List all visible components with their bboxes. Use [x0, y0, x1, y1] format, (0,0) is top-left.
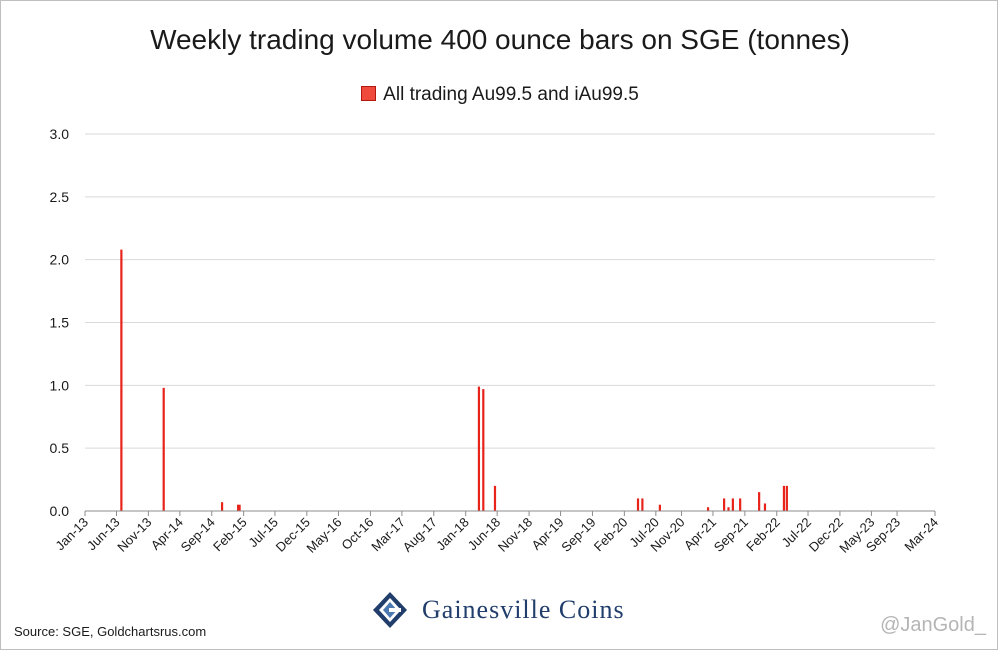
data-bar — [658, 504, 661, 511]
x-tick-label: Sep-21 — [711, 515, 751, 555]
data-bar — [636, 498, 640, 511]
x-tick-label: Mar-17 — [368, 515, 408, 555]
chart-title: Weekly trading volume 400 ounce bars on … — [150, 24, 850, 55]
data-bar — [727, 507, 730, 511]
y-tick-label: 1.5 — [50, 315, 70, 331]
chart-legend: All trading Au99.5 and iAu99.5 — [0, 84, 1000, 106]
data-bar — [731, 498, 734, 511]
data-bar — [162, 387, 165, 511]
data-bar — [238, 504, 241, 511]
data-bar — [477, 386, 481, 511]
data-bar — [482, 389, 485, 511]
data-bar — [723, 498, 726, 511]
y-tick-label: 1.0 — [50, 377, 70, 393]
y-tick-label: 0.0 — [50, 503, 70, 519]
x-tick-label: May-16 — [303, 515, 344, 556]
data-bar — [237, 504, 240, 511]
logo-text: Gainesville Coins — [422, 595, 625, 624]
data-bar — [785, 485, 788, 511]
legend-label: All trading Au99.5 and iAu99.5 — [383, 84, 639, 105]
x-tick-label: Nov-13 — [114, 515, 154, 555]
x-tick-label: Jan-13 — [52, 515, 91, 554]
data-bar — [739, 498, 742, 511]
author-handle: @JanGold_ — [880, 614, 986, 636]
x-tick-label: Sep-19 — [558, 515, 598, 555]
x-tick-label: Feb-20 — [591, 515, 631, 555]
x-tick-label: Sep-14 — [178, 515, 218, 555]
y-tick-label: 0.5 — [50, 440, 70, 456]
x-tick-label: Jan-18 — [433, 515, 472, 554]
data-bar — [220, 502, 224, 511]
x-tick-label: Nov-18 — [495, 515, 535, 555]
data-bar — [758, 492, 761, 511]
logo-mark-icon — [373, 592, 407, 628]
x-tick-label: Feb-22 — [743, 515, 783, 555]
data-bar — [782, 485, 786, 511]
source-note: Source: SGE, Goldchartsrus.com — [14, 624, 207, 639]
data-bar — [706, 507, 710, 511]
data-bar — [120, 249, 123, 511]
data-bar — [493, 485, 497, 511]
data-bar — [641, 498, 644, 511]
x-tick-label: Feb-15 — [210, 515, 250, 555]
gainesville-coins-logo: Gainesville Coins — [370, 588, 625, 632]
data-bar — [763, 503, 767, 511]
y-tick-label: 2.0 — [50, 252, 70, 268]
y-tick-label: 3.0 — [50, 126, 70, 142]
x-tick-label: Aug-17 — [400, 515, 440, 555]
y-tick-label: 2.5 — [50, 189, 70, 205]
x-tick-label: Mar-24 — [901, 515, 941, 555]
legend-swatch — [361, 86, 377, 101]
